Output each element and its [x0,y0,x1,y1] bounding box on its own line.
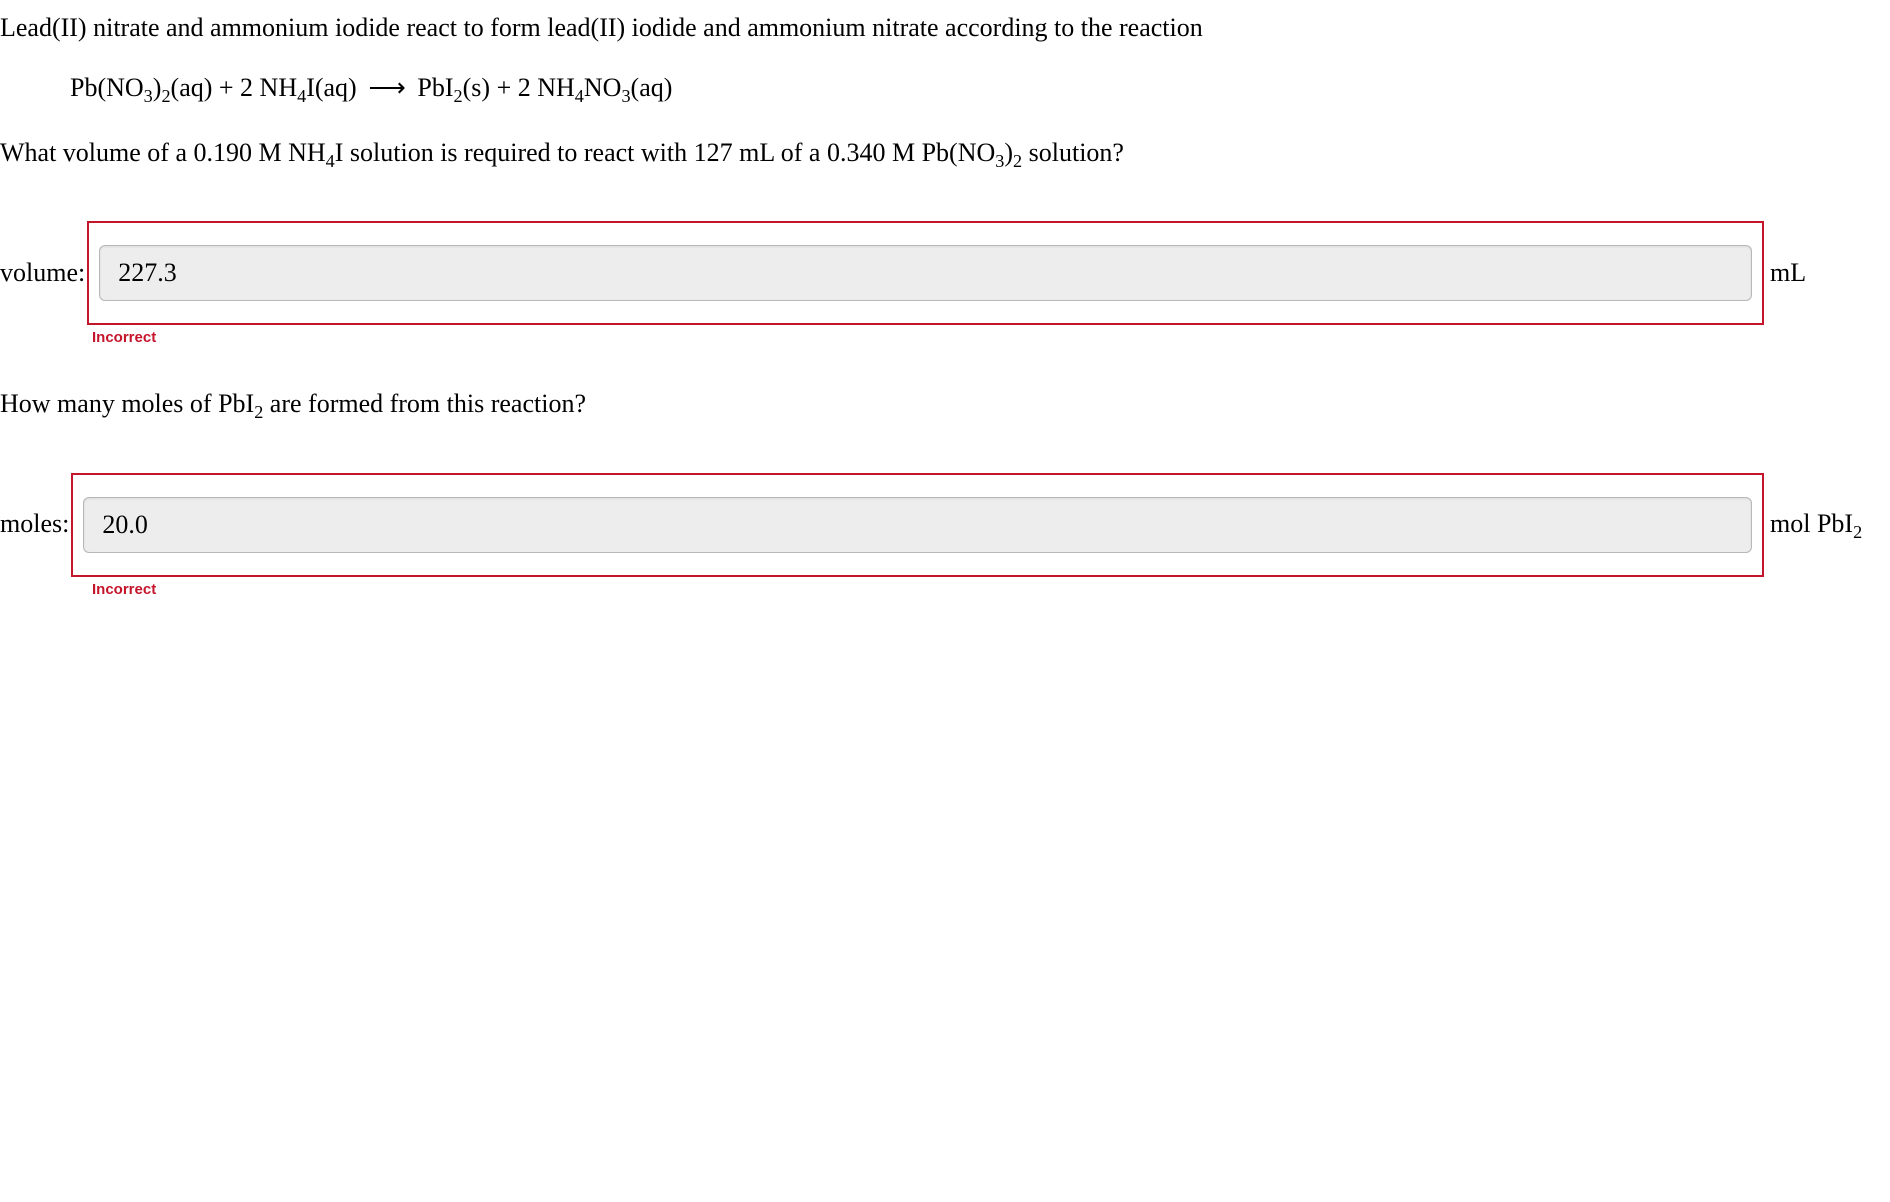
answer-2-box [71,473,1764,577]
answer-1-feedback: Incorrect [92,327,1870,348]
intro-text: Lead(II) nitrate and ammonium iodide rea… [0,10,1870,46]
question-1-text: What volume of a 0.190 M NH4I solution i… [0,135,1870,171]
answer-2-feedback: Incorrect [92,579,1870,600]
answer-2-unit: mol PbI2 [1770,506,1870,542]
answer-1-unit: mL [1770,255,1870,291]
question-2-text: How many moles of PbI2 are formed from t… [0,386,1870,422]
answer-2-label: moles: [0,506,69,542]
answer-1-box [87,221,1764,325]
moles-input[interactable] [83,497,1752,553]
volume-input[interactable] [99,245,1752,301]
reaction-equation: Pb(NO3)2(aq) + 2 NH4I(aq) ⟶ PbI2(s) + 2 … [70,70,1870,106]
answer-1-row: volume: mL [0,221,1870,325]
answer-1-label: volume: [0,255,85,291]
answer-2-row: moles: mol PbI2 [0,473,1870,577]
